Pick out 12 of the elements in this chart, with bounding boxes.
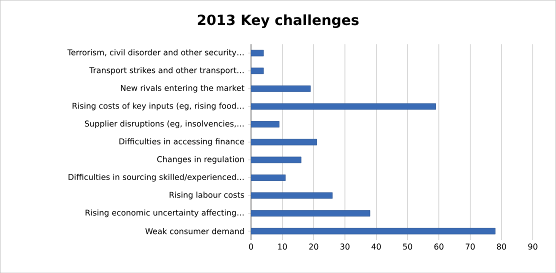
bar	[251, 121, 280, 128]
bar	[251, 174, 286, 181]
bar	[251, 156, 302, 164]
bar	[251, 210, 370, 216]
bar	[251, 85, 311, 92]
bar	[251, 103, 436, 110]
bar	[251, 228, 496, 234]
bar	[251, 192, 333, 199]
bar	[251, 138, 317, 146]
bar	[251, 68, 264, 74]
bar	[251, 50, 264, 56]
chart-title: 2013 Key challenges	[198, 14, 359, 28]
